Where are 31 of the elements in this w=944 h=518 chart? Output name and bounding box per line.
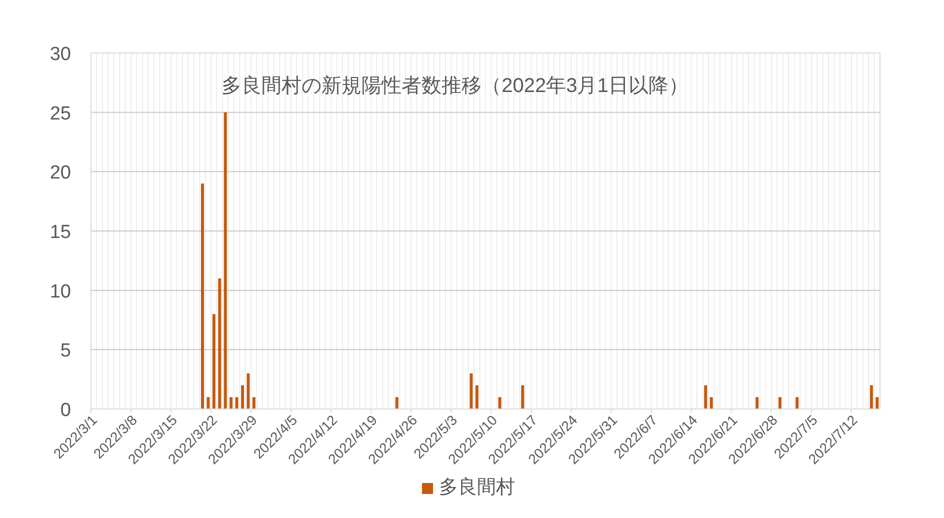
- text: 多良間村の新規陽性者数推移（2022年3月1日以降）: [222, 75, 688, 97]
- bar: [395, 397, 398, 409]
- bar: [704, 385, 708, 409]
- bar: [246, 373, 250, 409]
- bar: [218, 278, 222, 409]
- bar: [475, 385, 478, 409]
- bar: [521, 385, 524, 409]
- bar: [235, 397, 238, 409]
- bar: [870, 385, 873, 409]
- bar: [498, 397, 502, 409]
- bar: [200, 184, 204, 409]
- bar: [876, 397, 879, 409]
- bar: [252, 397, 256, 409]
- y-tick-label: 0: [60, 400, 71, 421]
- legend-label: 多良間村: [439, 476, 515, 498]
- y-tick-label: 5: [60, 340, 71, 362]
- bar: [470, 373, 473, 409]
- bar: [710, 397, 713, 409]
- bar: [230, 397, 233, 409]
- y-tick-label: 25: [50, 103, 71, 124]
- y-tick-label: 30: [50, 44, 71, 65]
- bar: [756, 397, 759, 409]
- y-tick-label: 20: [50, 162, 71, 184]
- bar: [206, 397, 210, 409]
- bar: [212, 314, 216, 409]
- bar: [224, 112, 227, 409]
- bar: [778, 397, 782, 409]
- y-tick-label: 15: [50, 222, 71, 243]
- y-tick-label: 10: [50, 281, 71, 302]
- bar: [241, 385, 244, 409]
- bar: [796, 397, 799, 409]
